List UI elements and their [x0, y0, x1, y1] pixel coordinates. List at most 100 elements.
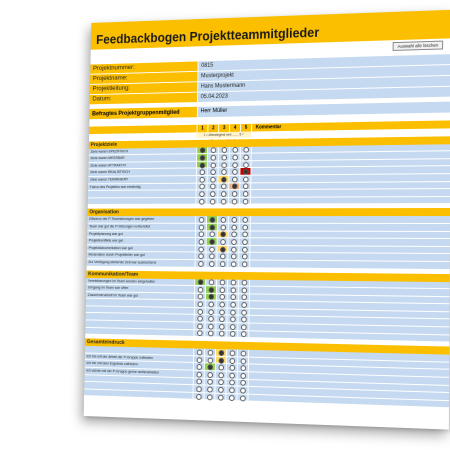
rating-radio[interactable] — [221, 169, 227, 175]
rating-radio[interactable] — [218, 394, 224, 400]
rating-radio[interactable] — [232, 184, 238, 190]
rating-radio[interactable] — [218, 387, 224, 393]
rating-radio[interactable] — [243, 147, 249, 153]
rating-radio[interactable] — [220, 254, 226, 260]
rating-radio[interactable] — [230, 324, 236, 330]
rating-radio[interactable] — [240, 388, 246, 394]
rating-radio[interactable] — [232, 162, 238, 168]
rating-radio[interactable] — [198, 246, 204, 252]
rating-radio[interactable] — [220, 287, 226, 293]
rating-radio[interactable] — [221, 184, 227, 190]
rating-radio[interactable] — [220, 224, 226, 230]
rating-radio[interactable] — [232, 191, 238, 197]
rating-radio[interactable] — [211, 148, 217, 154]
rating-radio[interactable] — [241, 309, 247, 315]
rating-radio[interactable] — [242, 217, 248, 223]
rating-radio[interactable] — [231, 261, 237, 267]
rating-radio[interactable] — [232, 169, 238, 175]
rating-radio[interactable] — [210, 191, 216, 197]
rating-radio[interactable] — [232, 155, 238, 161]
rating-radio[interactable] — [210, 198, 216, 204]
rating-radio[interactable] — [222, 148, 228, 154]
rating-radio[interactable] — [207, 372, 213, 378]
rating-radio[interactable] — [232, 198, 238, 204]
rating-radio[interactable] — [199, 232, 205, 238]
rating-radio[interactable] — [200, 162, 205, 168]
comment-field[interactable] — [250, 197, 450, 205]
rating-radio[interactable] — [208, 350, 214, 356]
rating-radio[interactable] — [219, 294, 225, 300]
rating-radio[interactable] — [198, 294, 204, 300]
rating-radio[interactable] — [207, 365, 213, 371]
rating-radio[interactable] — [243, 169, 249, 175]
rating-radio[interactable] — [197, 364, 203, 370]
rating-radio[interactable] — [197, 316, 203, 322]
rating-radio[interactable] — [198, 280, 204, 286]
rating-radio[interactable] — [209, 239, 215, 245]
rating-radio[interactable] — [209, 261, 215, 267]
rating-radio[interactable] — [210, 184, 216, 190]
rating-radio[interactable] — [219, 302, 225, 308]
rating-radio[interactable] — [199, 191, 205, 197]
rating-radio[interactable] — [218, 365, 224, 371]
rating-radio[interactable] — [198, 301, 204, 307]
rating-radio[interactable] — [196, 372, 202, 378]
rating-radio[interactable] — [230, 302, 236, 308]
rating-radio[interactable] — [243, 162, 249, 168]
rating-radio[interactable] — [221, 198, 227, 204]
rating-radio[interactable] — [231, 280, 237, 286]
rating-radio[interactable] — [231, 224, 237, 230]
rating-radio[interactable] — [221, 177, 227, 183]
rating-radio[interactable] — [231, 239, 237, 245]
rating-radio[interactable] — [208, 331, 214, 337]
rating-radio[interactable] — [243, 176, 249, 182]
rating-radio[interactable] — [221, 217, 227, 223]
rating-radio[interactable] — [220, 280, 226, 286]
rating-radio[interactable] — [197, 331, 203, 337]
rating-radio[interactable] — [241, 324, 247, 330]
rating-radio[interactable] — [242, 287, 248, 293]
rating-radio[interactable] — [229, 372, 235, 378]
rating-radio[interactable] — [198, 253, 204, 259]
rating-radio[interactable] — [209, 280, 215, 286]
rating-radio[interactable] — [241, 295, 247, 301]
rating-radio[interactable] — [197, 350, 203, 356]
rating-radio[interactable] — [221, 191, 227, 197]
rating-radio[interactable] — [209, 294, 215, 300]
rating-radio[interactable] — [210, 217, 216, 223]
rating-radio[interactable] — [209, 232, 215, 238]
rating-radio[interactable] — [198, 287, 204, 293]
rating-radio[interactable] — [219, 331, 225, 337]
rating-radio[interactable] — [240, 395, 246, 401]
rating-radio[interactable] — [242, 239, 248, 245]
rating-radio[interactable] — [199, 217, 205, 223]
rating-radio[interactable] — [198, 261, 204, 267]
rating-radio[interactable] — [221, 162, 227, 168]
rating-radio[interactable] — [197, 357, 203, 363]
rating-radio[interactable] — [218, 380, 224, 386]
rating-radio[interactable] — [208, 316, 214, 322]
rating-radio[interactable] — [208, 324, 214, 330]
rating-radio[interactable] — [241, 317, 247, 323]
rating-radio[interactable] — [210, 224, 216, 230]
rating-radio[interactable] — [208, 302, 214, 308]
rating-radio[interactable] — [219, 324, 225, 330]
rating-radio[interactable] — [197, 323, 203, 329]
rating-radio[interactable] — [231, 287, 237, 293]
rating-radio[interactable] — [231, 232, 237, 238]
rating-radio[interactable] — [242, 261, 248, 267]
rating-radio[interactable] — [220, 239, 226, 245]
rating-radio[interactable] — [230, 317, 236, 323]
rating-radio[interactable] — [199, 224, 205, 230]
rating-radio[interactable] — [232, 176, 238, 182]
rating-radio[interactable] — [242, 280, 248, 286]
rating-radio[interactable] — [200, 169, 205, 175]
rating-radio[interactable] — [209, 254, 215, 260]
rating-radio[interactable] — [229, 365, 235, 371]
rating-radio[interactable] — [243, 155, 249, 161]
rating-radio[interactable] — [196, 379, 202, 385]
rating-radio[interactable] — [196, 386, 202, 392]
rating-radio[interactable] — [240, 365, 246, 371]
rating-radio[interactable] — [241, 351, 247, 357]
rating-radio[interactable] — [198, 239, 204, 245]
